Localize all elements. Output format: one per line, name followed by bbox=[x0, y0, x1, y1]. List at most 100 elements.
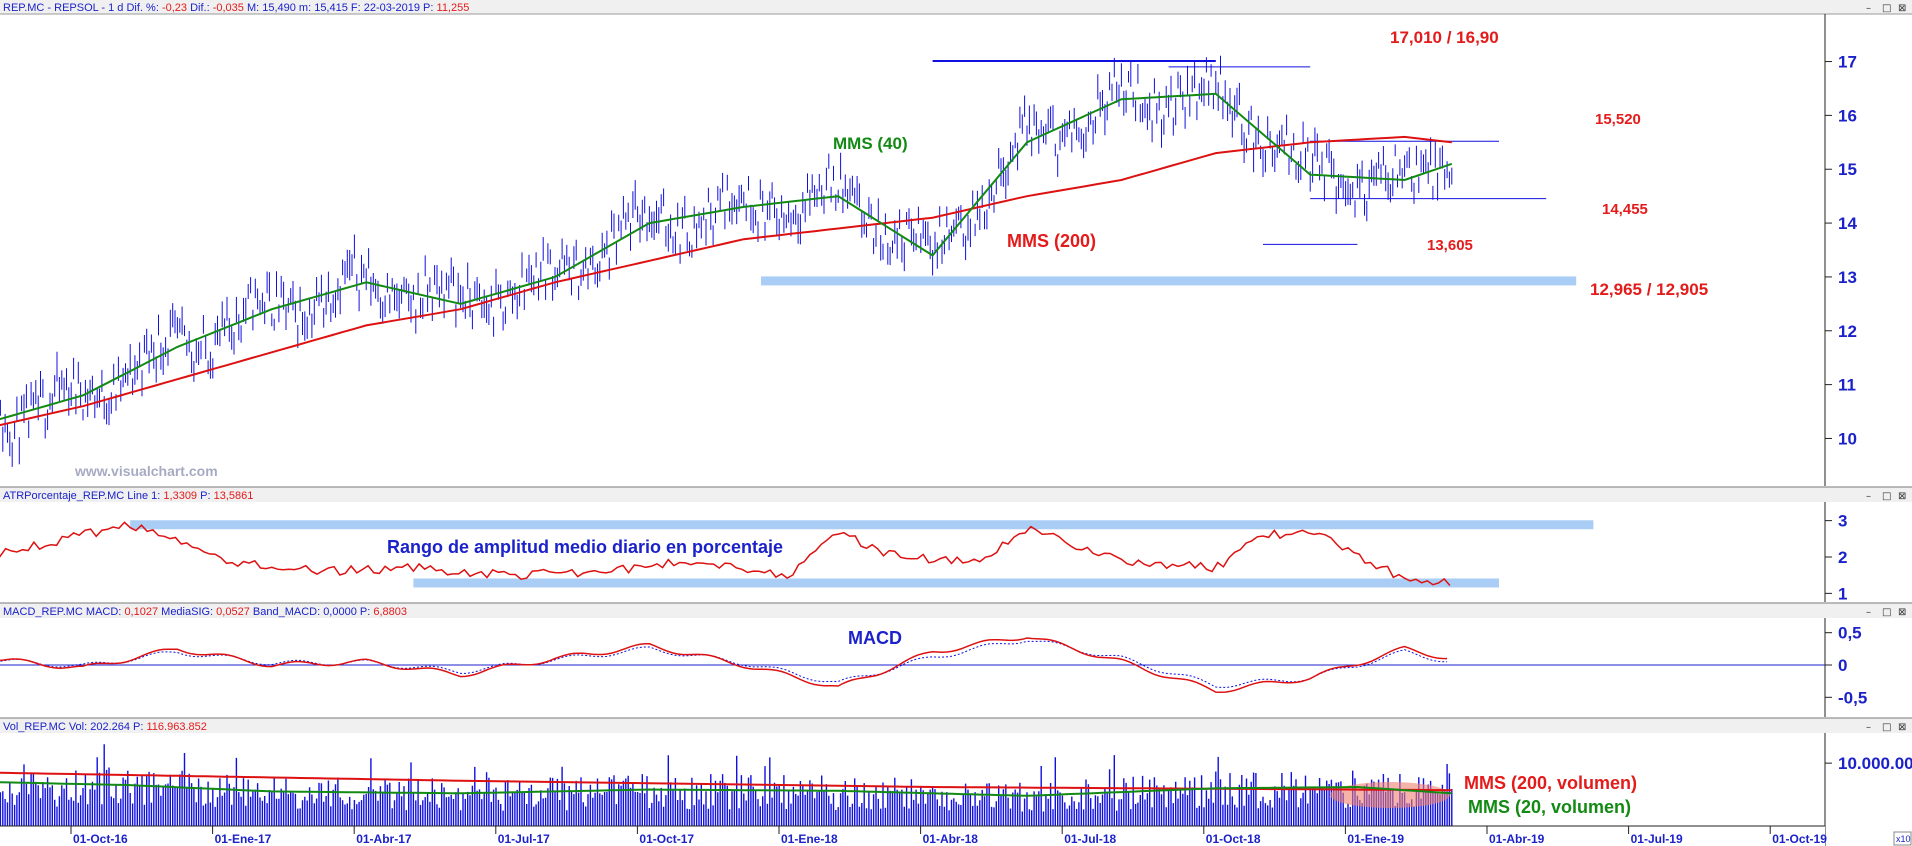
annotation-volume-mms200: MMS (200, volumen) bbox=[1464, 773, 1637, 793]
atr-zone bbox=[130, 520, 1594, 530]
mms200-line bbox=[0, 135, 1452, 427]
header-segment: -0,035 bbox=[213, 2, 244, 14]
x-axis: 01-Oct-16 01-Ene-17 01-Abr-17 01-Jul-17 01-O… bbox=[0, 825, 1912, 846]
y-tick-label: 17 bbox=[1838, 53, 1857, 72]
window-control-0[interactable]: – bbox=[1866, 491, 1871, 502]
y-tick-label: 0 bbox=[1838, 656, 1847, 675]
y-tick-label: 13 bbox=[1838, 268, 1857, 287]
y-tick-label: 1 bbox=[1838, 584, 1847, 603]
header-segment: 0,1027 bbox=[124, 606, 158, 618]
x-tick-label: 01-Jul-18 bbox=[1064, 832, 1116, 846]
header-segment: MACD_REP.MC MACD: bbox=[3, 606, 124, 618]
window-control-0[interactable]: – bbox=[1866, 3, 1871, 14]
volume-panel: Vol_REP.MC Vol: 202.264 P: 116.963.852 –… bbox=[0, 717, 1912, 846]
y-tick-label: 16 bbox=[1838, 106, 1857, 125]
macd-header-bar bbox=[0, 603, 1912, 618]
volume-header-bar bbox=[0, 718, 1912, 733]
atr-line bbox=[0, 521, 1451, 586]
x-tick-label: 01-Oct-19 bbox=[1772, 832, 1827, 846]
header-segment: P: bbox=[197, 490, 214, 502]
x-axis-band bbox=[0, 826, 1825, 846]
annotation-mms40: MMS (40) bbox=[833, 134, 908, 153]
atr-zones bbox=[130, 520, 1594, 588]
price-header: REP.MC - REPSOL - 1 d Dif. %: -0,23 Dif.… bbox=[3, 2, 469, 14]
x-tick-label: 01-Jul-17 bbox=[498, 832, 550, 846]
atr-panel: ATRPorcentaje_REP.MC Line 1: 1,3309 P: 1… bbox=[0, 486, 1912, 603]
y-tick-label: 15 bbox=[1838, 160, 1857, 179]
x-tick-label: 01-Abr-19 bbox=[1489, 832, 1545, 846]
x-tick-label: 01-Ene-17 bbox=[215, 832, 272, 846]
window-control-2[interactable]: ⊠ bbox=[1898, 3, 1906, 14]
annotation-volume-mms20: MMS (20, volumen) bbox=[1468, 797, 1631, 817]
window-control-0[interactable]: – bbox=[1866, 607, 1871, 618]
atr-header-bar bbox=[0, 487, 1912, 502]
window-control-1[interactable]: □ bbox=[1882, 607, 1891, 618]
y-tick-label: -0,5 bbox=[1838, 688, 1867, 707]
price-y-axis: 17 16 15 14 13 12 11 10 bbox=[1825, 53, 1857, 448]
header-segment: M: 15,490 m: 15,415 F: 22-03-2019 P: bbox=[244, 2, 437, 14]
x-axis-corner-box bbox=[1893, 831, 1912, 846]
price-panel: REP.MC - REPSOL - 1 d Dif. %: -0,23 Dif.… bbox=[0, 0, 1912, 486]
header-segment: Band_MACD: 0,0000 P: bbox=[250, 606, 374, 618]
x-tick-label: 01-Ene-19 bbox=[1347, 832, 1404, 846]
annotation-macd: MACD bbox=[848, 628, 902, 648]
window-control-2[interactable]: ⊠ bbox=[1898, 607, 1906, 618]
header-segment: 6,8803 bbox=[373, 606, 407, 618]
y-tick-label: 12 bbox=[1838, 322, 1857, 341]
label-level-support: 12,965 / 12,905 bbox=[1590, 280, 1708, 299]
header-segment: Vol_REP.MC Vol: 202.264 P: bbox=[3, 721, 147, 733]
y-tick-label: 10.000.000 bbox=[1838, 754, 1912, 773]
x-axis-ticks: 01-Oct-16 01-Ene-17 01-Abr-17 01-Jul-17 01-O… bbox=[70, 826, 1827, 846]
atr-header: ATRPorcentaje_REP.MC Line 1: 1,3309 P: 1… bbox=[3, 490, 253, 502]
header-segment: REP.MC - REPSOL - 1 d Dif. %: bbox=[3, 2, 162, 14]
header-segment: 13,5861 bbox=[214, 490, 254, 502]
macd-panel: MACD_REP.MC MACD: 0,1027 MediaSIG: 0,052… bbox=[0, 602, 1912, 717]
x-axis-corner-label: x10 bbox=[1896, 834, 1911, 844]
window-control-2[interactable]: ⊠ bbox=[1898, 491, 1906, 502]
volume-bars bbox=[0, 744, 1453, 826]
header-segment: -0,23 bbox=[162, 2, 187, 14]
price-header-bar bbox=[0, 0, 1912, 14]
price-window-controls[interactable]: – □ ⊠ bbox=[1866, 3, 1906, 14]
window-control-1[interactable]: □ bbox=[1882, 3, 1891, 14]
header-segment: 116.963.852 bbox=[147, 721, 207, 733]
y-tick-label: 10 bbox=[1838, 429, 1857, 448]
macd-line bbox=[0, 637, 1448, 694]
x-tick-label: 01-Abr-18 bbox=[923, 832, 979, 846]
macd-window-controls[interactable]: – □ ⊠ bbox=[1866, 607, 1906, 618]
x-tick-label: 01-Oct-17 bbox=[639, 832, 694, 846]
header-segment: 11,255 bbox=[437, 2, 470, 14]
label-level-high: 17,010 / 16,90 bbox=[1390, 28, 1499, 47]
macd-header: MACD_REP.MC MACD: 0,1027 MediaSIG: 0,052… bbox=[3, 606, 407, 618]
macd-y-axis: 0,5 0 -0,5 bbox=[1825, 624, 1867, 707]
x-tick-label: 01-Oct-16 bbox=[73, 832, 128, 846]
header-segment: Dif.: bbox=[187, 2, 213, 14]
x-tick-label: 01-Ene-18 bbox=[781, 832, 838, 846]
mms40-line bbox=[0, 92, 1453, 421]
atr-zone bbox=[413, 578, 1499, 588]
y-tick-label: 3 bbox=[1838, 512, 1847, 531]
window-control-2[interactable]: ⊠ bbox=[1898, 722, 1906, 733]
header-segment: 1,3309 bbox=[163, 490, 197, 502]
volume-highlight bbox=[1330, 782, 1450, 808]
label-level-13605: 13,605 bbox=[1427, 237, 1473, 254]
atr-window-controls[interactable]: – □ ⊠ bbox=[1866, 491, 1906, 502]
label-level-15520: 15,520 bbox=[1595, 111, 1641, 128]
watermark: www.visualchart.com bbox=[74, 463, 218, 479]
window-control-1[interactable]: □ bbox=[1882, 491, 1891, 502]
header-segment: 0,0527 bbox=[216, 606, 250, 618]
atr-y-axis: 3 2 1 bbox=[1825, 512, 1847, 603]
window-control-0[interactable]: – bbox=[1866, 722, 1871, 733]
volume-window-controls[interactable]: – □ ⊠ bbox=[1866, 722, 1906, 733]
y-tick-label: 0,5 bbox=[1838, 624, 1862, 643]
y-tick-label: 14 bbox=[1838, 214, 1857, 233]
annotation-atr: Rango de amplitud medio diario en porcen… bbox=[387, 537, 783, 557]
annotation-mms200: MMS (200) bbox=[1007, 231, 1096, 251]
header-segment: MediaSIG: bbox=[158, 606, 216, 618]
x-tick-label: 01-Oct-18 bbox=[1206, 832, 1261, 846]
y-tick-label: 11 bbox=[1838, 376, 1856, 395]
window-control-1[interactable]: □ bbox=[1882, 722, 1891, 733]
support-zone bbox=[761, 276, 1577, 286]
volume-header: Vol_REP.MC Vol: 202.264 P: 116.963.852 bbox=[3, 721, 207, 733]
